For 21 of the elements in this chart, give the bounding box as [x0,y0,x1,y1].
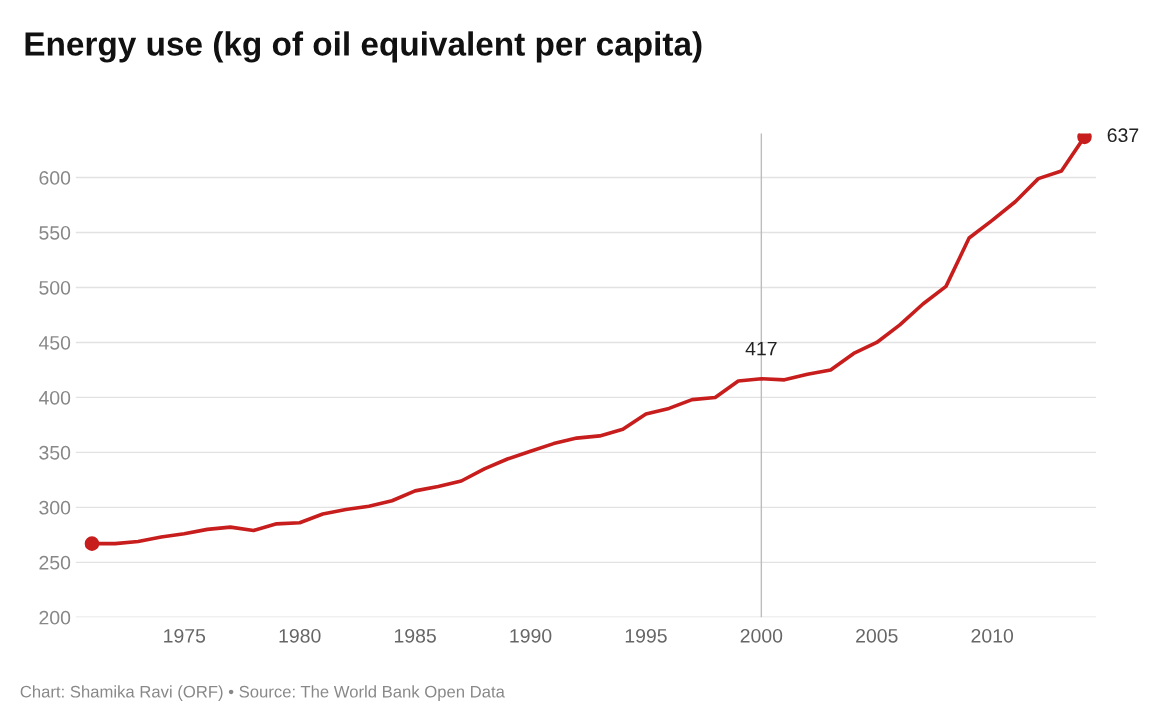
y-tick-label: 400 [38,390,71,405]
y-tick-label: 550 [39,225,71,240]
y-tick-label: 350 [39,445,71,460]
x-tick-label: 1985 [394,628,436,643]
y-tick-label: 500 [39,280,71,295]
y-tick-label: 450 [38,335,71,350]
chart-title: Energy use (kg of oil equivalent per capita) [25,31,702,63]
y-tick-label: 200 [39,610,71,625]
x-tick-label: 1990 [510,628,552,643]
x-tick-label: 2005 [856,628,898,643]
x-tick-label: 2010 [971,628,1014,643]
y-tick-label: 300 [39,500,71,515]
annotation: 417 [745,341,777,356]
text: Chart: Shamika Ravi (ORF) • Source: The World Bank Open Data [20,685,505,701]
annotation: 637 [1107,128,1139,143]
y-tick-label: 250 [39,555,71,570]
x-tick-label: 1980 [279,628,321,643]
y-tick-label: 600 [39,171,71,185]
x-tick-label: 1975 [164,628,206,643]
x-tick-label: 2000 [740,628,783,643]
x-tick-label: 1995 [625,628,667,643]
